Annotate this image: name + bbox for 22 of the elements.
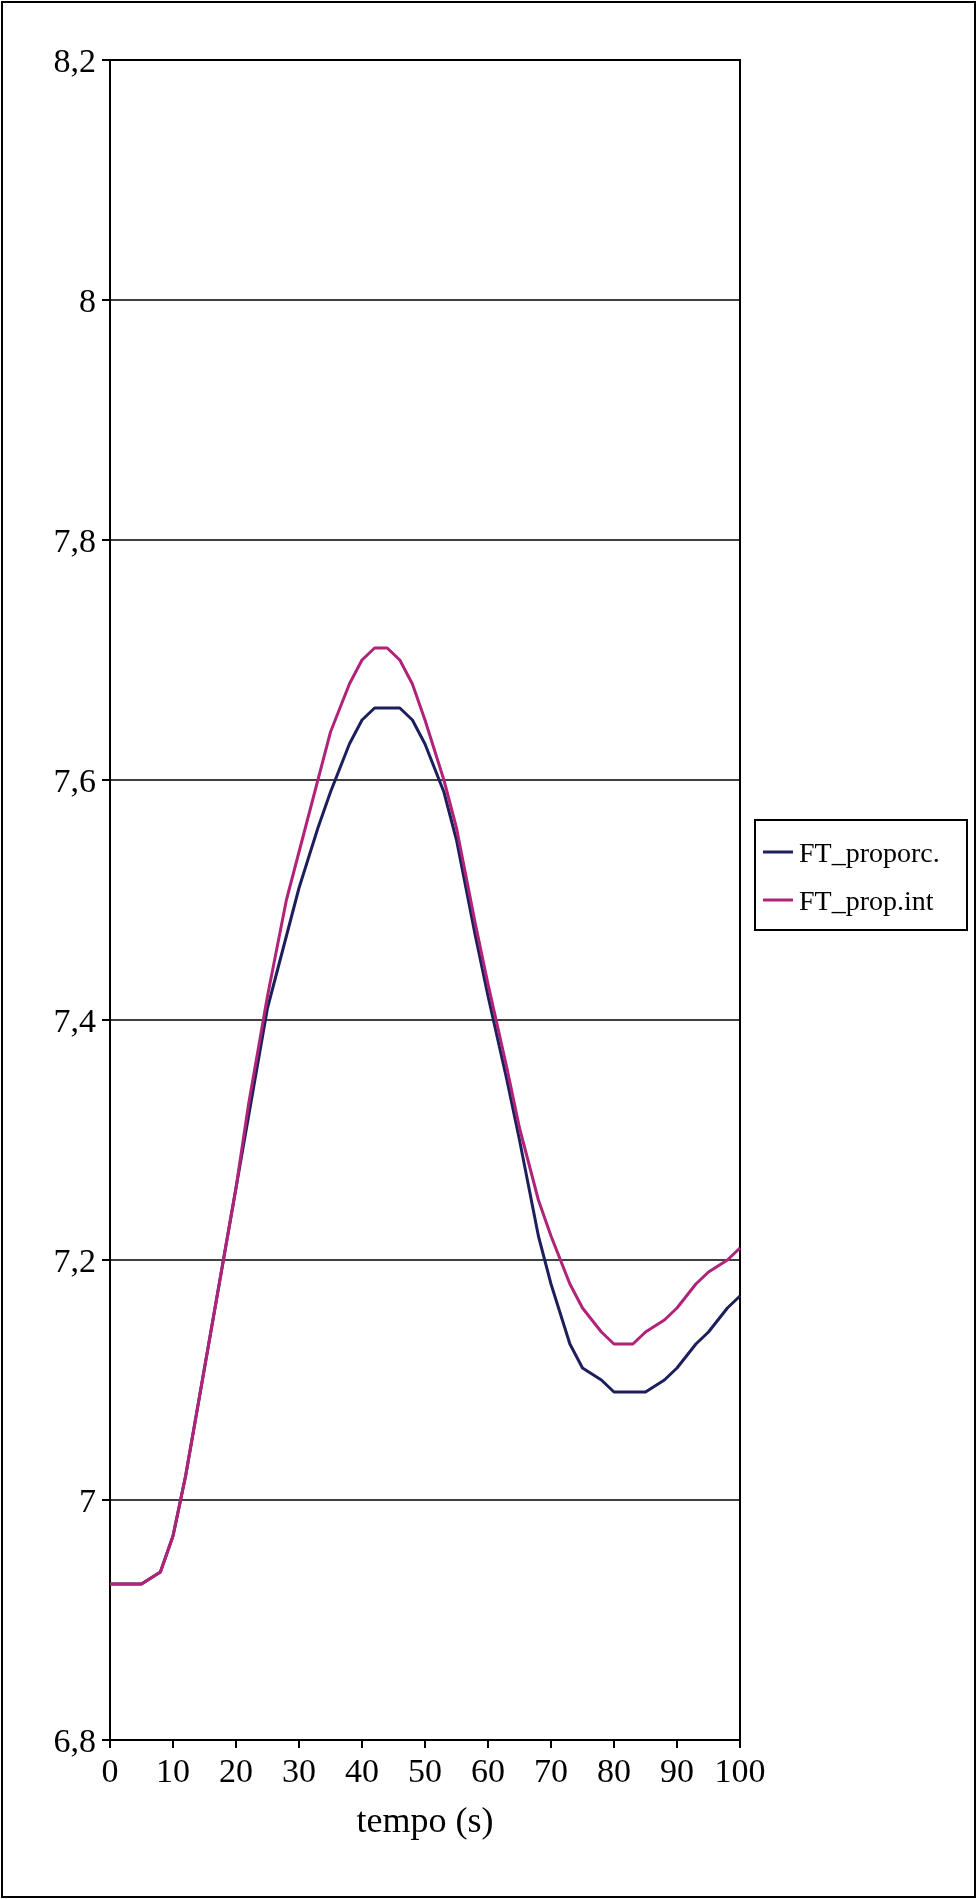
y-tick-label: 7,6 xyxy=(53,761,96,799)
x-tick-label: 10 xyxy=(156,1752,190,1789)
x-tick-label: 0 xyxy=(101,1752,119,1789)
y-tick-label: 7 xyxy=(79,1481,96,1519)
x-tick-label: 70 xyxy=(534,1752,568,1789)
x-tick-label: 30 xyxy=(282,1752,316,1789)
y-tick-label: 6,8 xyxy=(53,1721,96,1759)
legend-label: FT_proporc. xyxy=(799,836,940,868)
y-tick-label: 8 xyxy=(79,281,96,319)
x-tick-label: 90 xyxy=(660,1752,694,1789)
y-tick-label: 7,4 xyxy=(53,1001,96,1039)
y-tick-label: 7,2 xyxy=(53,1241,96,1279)
y-tick-label: 7,8 xyxy=(53,521,96,559)
x-tick-label: 80 xyxy=(597,1752,631,1789)
x-tick-label: 60 xyxy=(471,1752,505,1789)
x-axis-title: tempo (s) xyxy=(356,1800,494,1840)
x-tick-label: 50 xyxy=(408,1752,442,1789)
x-tick-label: 100 xyxy=(714,1752,766,1789)
legend-label: FT_prop.int xyxy=(799,884,934,916)
x-tick-label: 20 xyxy=(219,1752,253,1789)
x-tick-label: 40 xyxy=(345,1752,379,1789)
y-tick-label: 8,2 xyxy=(53,41,96,79)
